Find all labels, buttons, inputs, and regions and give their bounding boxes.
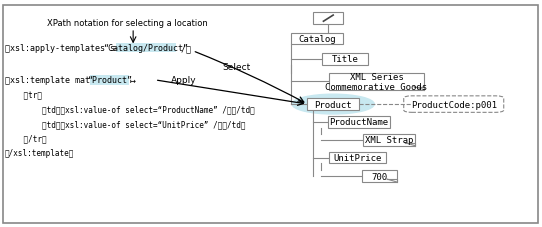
Text: Title: Title	[332, 55, 358, 64]
Text: XPath notation for selecting a location: XPath notation for selecting a location	[47, 19, 208, 28]
Text: “Product”: “Product”	[87, 76, 132, 85]
Text: 〈/tr〉: 〈/tr〉	[5, 134, 47, 143]
Text: XML Strap: XML Strap	[365, 136, 413, 145]
FancyBboxPatch shape	[363, 134, 415, 146]
Text: ProductCode:p001: ProductCode:p001	[411, 100, 496, 109]
FancyBboxPatch shape	[328, 116, 390, 128]
FancyBboxPatch shape	[307, 99, 359, 111]
Text: “Catalog/Product”: “Catalog/Product”	[104, 44, 189, 53]
Text: Catalog: Catalog	[298, 35, 335, 44]
Text: /〉: /〉	[176, 44, 191, 53]
Text: 〈/xsl:template〉: 〈/xsl:template〉	[5, 148, 74, 158]
Text: 700: 700	[371, 172, 387, 181]
FancyBboxPatch shape	[313, 13, 343, 25]
FancyBboxPatch shape	[322, 54, 368, 65]
FancyBboxPatch shape	[116, 44, 176, 53]
FancyBboxPatch shape	[329, 74, 424, 90]
FancyBboxPatch shape	[329, 152, 386, 164]
Text: ProductName: ProductName	[330, 118, 389, 127]
Text: Apply: Apply	[171, 76, 197, 85]
Ellipse shape	[292, 95, 375, 114]
Text: 〈td〉〈xsl:value-of select=“ProductName” /〉〈/td〉: 〈td〉〈xsl:value-of select=“ProductName” /…	[5, 105, 255, 114]
Text: 〈xsl:apply-templates select=: 〈xsl:apply-templates select=	[5, 44, 145, 53]
FancyBboxPatch shape	[404, 96, 504, 113]
Text: 〈td〉〈xsl:value-of select=“UnitPrice” /〉〈/td〉: 〈td〉〈xsl:value-of select=“UnitPrice” /〉〈…	[5, 119, 246, 128]
Text: UnitPrice: UnitPrice	[333, 153, 382, 162]
FancyBboxPatch shape	[362, 170, 397, 182]
Text: ↦: ↦	[130, 76, 136, 85]
Text: XML Series
Commemorative Goods: XML Series Commemorative Goods	[325, 72, 428, 92]
FancyBboxPatch shape	[291, 34, 343, 45]
Text: Select: Select	[222, 63, 250, 72]
FancyBboxPatch shape	[91, 76, 129, 85]
Text: Product: Product	[314, 100, 352, 109]
Text: 〈xsl:template match=: 〈xsl:template match=	[5, 76, 105, 85]
Text: 〈tr〉: 〈tr〉	[5, 91, 42, 99]
